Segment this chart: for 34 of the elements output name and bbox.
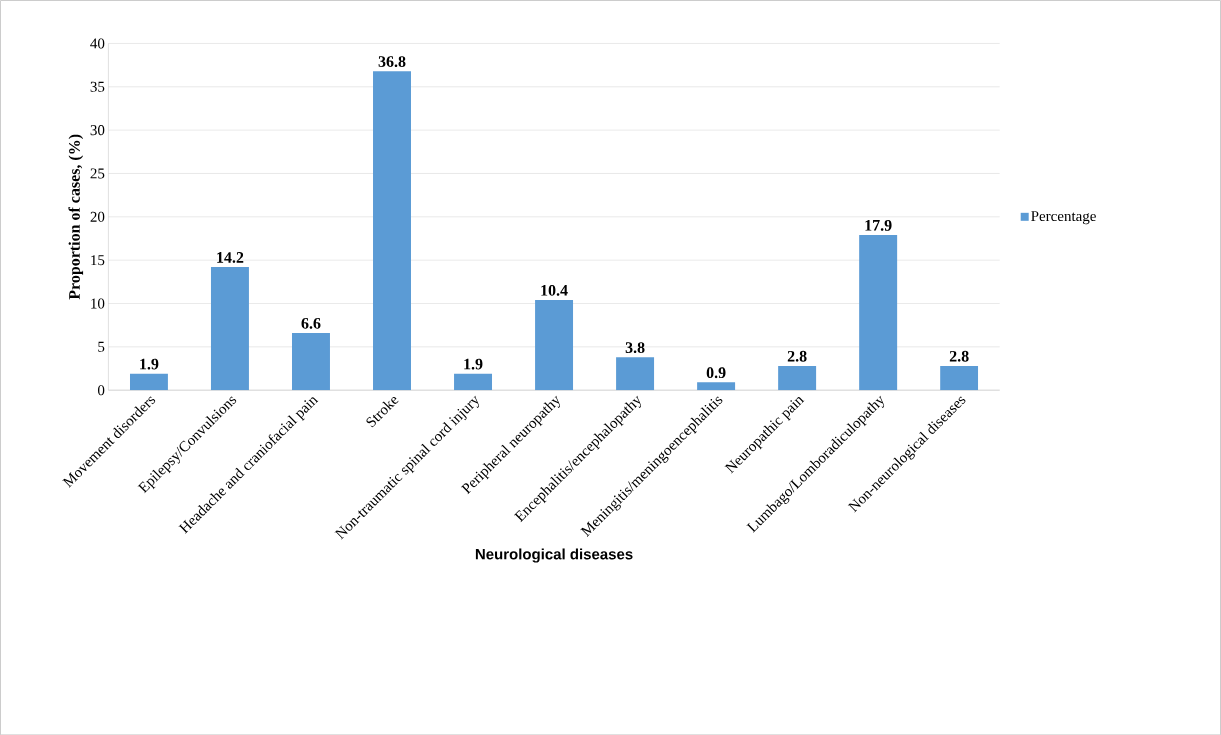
y-tick-label: 20: [90, 211, 105, 222]
data-label: 36.8: [378, 55, 406, 67]
data-label: 1.9: [464, 358, 483, 370]
y-tick-label: 40: [90, 38, 105, 49]
bar: [940, 365, 979, 390]
y-tick-label: 35: [90, 81, 105, 92]
y-tick-label: 10: [91, 298, 105, 309]
y-tick-label: 15: [91, 254, 105, 265]
legend-label: Percentage: [1031, 210, 1096, 225]
data-label: 3.8: [625, 342, 645, 353]
y-tick-label: 25: [90, 168, 105, 179]
data-label: 1.9: [140, 358, 159, 370]
bar: [697, 382, 736, 390]
data-label: 14.2: [217, 251, 244, 263]
y-tick-label: 5: [98, 341, 105, 352]
bar: [454, 373, 493, 390]
x-axis-title: Neurological diseases: [475, 548, 633, 563]
data-label: 10.4: [541, 284, 568, 296]
bar: [778, 365, 817, 390]
data-label: 2.8: [949, 350, 969, 362]
data-label: 6.6: [301, 317, 321, 329]
y-tick-label: 0: [97, 384, 105, 396]
bar: [616, 357, 655, 390]
data-label: 0.9: [706, 367, 726, 378]
bar: [859, 234, 898, 390]
y-axis-title: Proportion of cases, (%): [68, 134, 84, 300]
bar: [535, 299, 574, 390]
data-label: 2.8: [787, 350, 807, 362]
y-tick-label: 30: [90, 124, 105, 135]
bar: [129, 373, 168, 390]
bar: [373, 71, 411, 390]
data-label: 17.9: [865, 219, 892, 231]
bar: [291, 332, 330, 390]
bar: [210, 266, 249, 390]
